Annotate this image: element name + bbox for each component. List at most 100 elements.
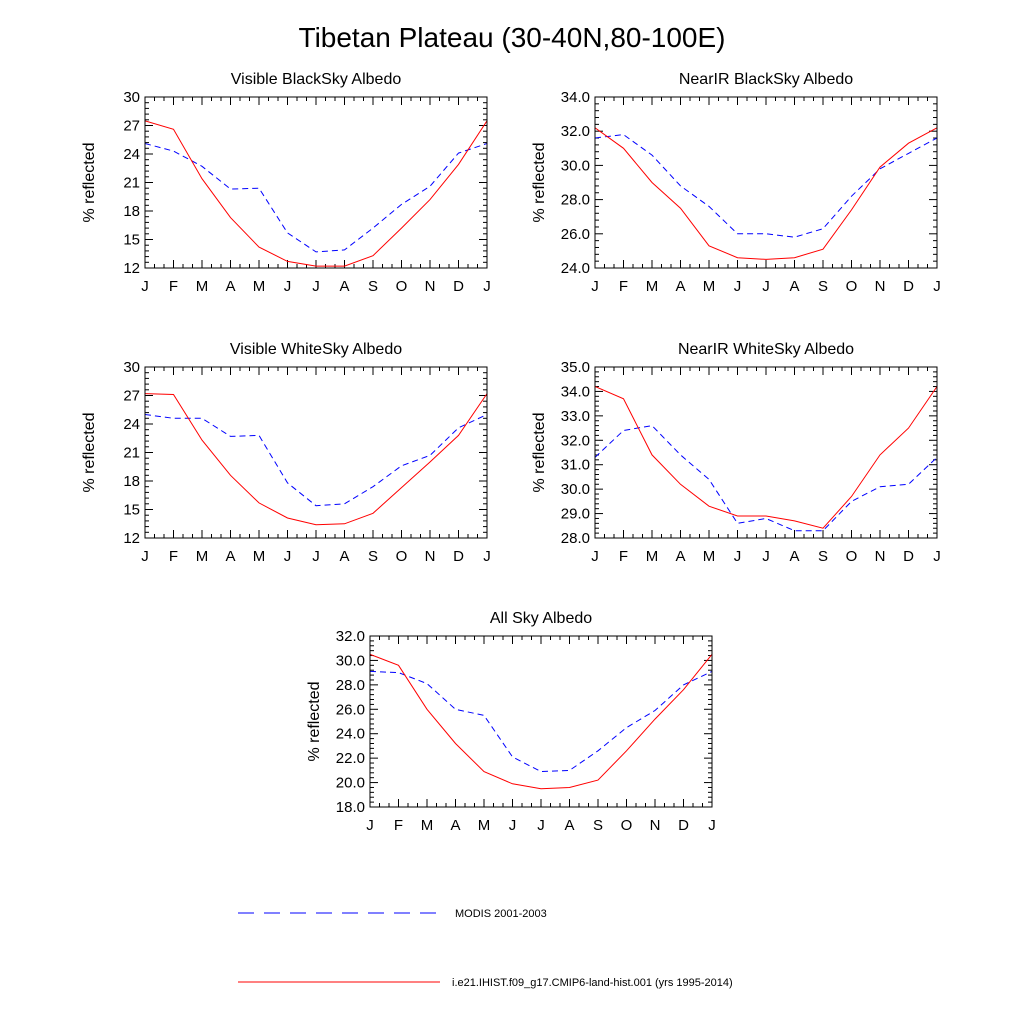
y-tick-label: 18 bbox=[123, 473, 140, 490]
y-tick-label: 34.0 bbox=[561, 383, 590, 400]
series-line-modis bbox=[595, 425, 937, 532]
x-tick-label: S bbox=[368, 548, 378, 565]
x-tick-label: J bbox=[591, 278, 599, 295]
y-tick-label: 34.0 bbox=[561, 89, 590, 106]
legend-item: MODIS 2001-2003 bbox=[238, 908, 547, 920]
x-tick-label: J bbox=[483, 278, 491, 295]
x-tick-label: M bbox=[646, 278, 659, 295]
x-tick-label: J bbox=[591, 548, 599, 565]
y-tick-label: 30.0 bbox=[561, 481, 590, 498]
y-tick-label: 18 bbox=[123, 203, 140, 220]
y-tick-label: 32.0 bbox=[561, 123, 590, 140]
x-tick-label: O bbox=[846, 278, 858, 295]
x-tick-label: M bbox=[421, 817, 434, 834]
y-tick-label: 26.0 bbox=[336, 701, 365, 718]
x-tick-label: O bbox=[846, 548, 858, 565]
y-tick-label: 27 bbox=[123, 118, 140, 135]
y-tick-label: 31.0 bbox=[561, 457, 590, 474]
y-tick-label: 33.0 bbox=[561, 408, 590, 425]
plot-frame bbox=[144, 366, 488, 539]
y-tick-label: 26.0 bbox=[561, 226, 590, 243]
x-tick-label: A bbox=[450, 817, 460, 834]
x-tick-label: A bbox=[675, 278, 685, 295]
x-tick-label: J bbox=[366, 817, 374, 834]
y-tick-label: 22.0 bbox=[336, 750, 365, 767]
series-line-modis bbox=[370, 670, 712, 773]
x-tick-label: J bbox=[284, 278, 292, 295]
x-tick-label: A bbox=[789, 278, 799, 295]
x-tick-label: N bbox=[875, 548, 886, 565]
series-line-modis bbox=[145, 143, 487, 253]
x-tick-label: M bbox=[703, 278, 716, 295]
series-line-model bbox=[145, 393, 487, 526]
panel-title: Visible WhiteSky Albedo bbox=[230, 341, 402, 358]
x-tick-label: M bbox=[196, 548, 209, 565]
y-tick-label: 12 bbox=[123, 530, 140, 547]
y-tick-label: 32.0 bbox=[561, 432, 590, 449]
x-tick-label: M bbox=[478, 817, 491, 834]
x-tick-label: A bbox=[339, 548, 349, 565]
panel-title: NearIR WhiteSky Albedo bbox=[678, 341, 854, 358]
x-tick-label: A bbox=[225, 278, 235, 295]
x-tick-label: J bbox=[483, 548, 491, 565]
x-tick-label: J bbox=[312, 548, 320, 565]
x-tick-label: J bbox=[734, 548, 742, 565]
x-tick-label: N bbox=[425, 548, 436, 565]
x-tick-label: O bbox=[396, 548, 408, 565]
x-tick-label: O bbox=[621, 817, 633, 834]
y-tick-label: 18.0 bbox=[336, 799, 365, 816]
x-tick-label: J bbox=[762, 278, 770, 295]
series-line-model bbox=[370, 653, 712, 790]
figure-title: Tibetan Plateau (30-40N,80-100E) bbox=[298, 22, 726, 53]
y-tick-label: 24 bbox=[123, 146, 140, 163]
x-tick-label: F bbox=[169, 278, 178, 295]
x-tick-label: J bbox=[312, 278, 320, 295]
x-tick-label: A bbox=[675, 548, 685, 565]
y-tick-label: 35.0 bbox=[561, 359, 590, 376]
y-tick-label: 24.0 bbox=[561, 260, 590, 277]
x-tick-label: F bbox=[394, 817, 403, 834]
x-tick-label: N bbox=[650, 817, 661, 834]
y-tick-label: 30 bbox=[123, 89, 140, 106]
y-axis-label: % reflected bbox=[81, 142, 98, 222]
series-line-modis bbox=[595, 134, 937, 238]
x-tick-label: N bbox=[425, 278, 436, 295]
y-tick-label: 24.0 bbox=[336, 726, 365, 743]
x-tick-label: J bbox=[141, 278, 149, 295]
x-tick-label: J bbox=[284, 548, 292, 565]
series-line-model bbox=[595, 386, 937, 529]
x-tick-label: J bbox=[509, 817, 517, 834]
series-line-modis bbox=[145, 414, 487, 507]
x-tick-label: S bbox=[368, 278, 378, 295]
x-tick-label: M bbox=[703, 548, 716, 565]
legend-label: i.e21.IHIST.f09_g17.CMIP6-land-hist.001 … bbox=[452, 977, 733, 989]
y-tick-label: 28.0 bbox=[561, 192, 590, 209]
y-tick-label: 32.0 bbox=[336, 628, 365, 645]
y-axis-label: % reflected bbox=[531, 142, 548, 222]
legend-label: MODIS 2001-2003 bbox=[455, 908, 547, 920]
y-axis-label: % reflected bbox=[531, 412, 548, 492]
y-axis-label: % reflected bbox=[81, 412, 98, 492]
panel-title: NearIR BlackSky Albedo bbox=[679, 71, 853, 88]
x-tick-label: A bbox=[789, 548, 799, 565]
y-tick-label: 15 bbox=[123, 232, 140, 249]
x-tick-label: S bbox=[818, 548, 828, 565]
series-line-model bbox=[595, 127, 937, 260]
plot-frame bbox=[594, 96, 938, 269]
x-tick-label: M bbox=[253, 278, 266, 295]
x-tick-label: J bbox=[933, 548, 941, 565]
panel-title: Visible BlackSky Albedo bbox=[231, 71, 402, 88]
y-tick-label: 28.0 bbox=[336, 677, 365, 694]
x-tick-label: J bbox=[933, 278, 941, 295]
y-tick-label: 28.0 bbox=[561, 530, 590, 547]
x-tick-label: A bbox=[225, 548, 235, 565]
x-tick-label: D bbox=[678, 817, 689, 834]
x-tick-label: A bbox=[564, 817, 574, 834]
x-tick-label: D bbox=[453, 278, 464, 295]
x-tick-label: J bbox=[708, 817, 716, 834]
x-tick-label: M bbox=[253, 548, 266, 565]
x-tick-label: D bbox=[453, 548, 464, 565]
